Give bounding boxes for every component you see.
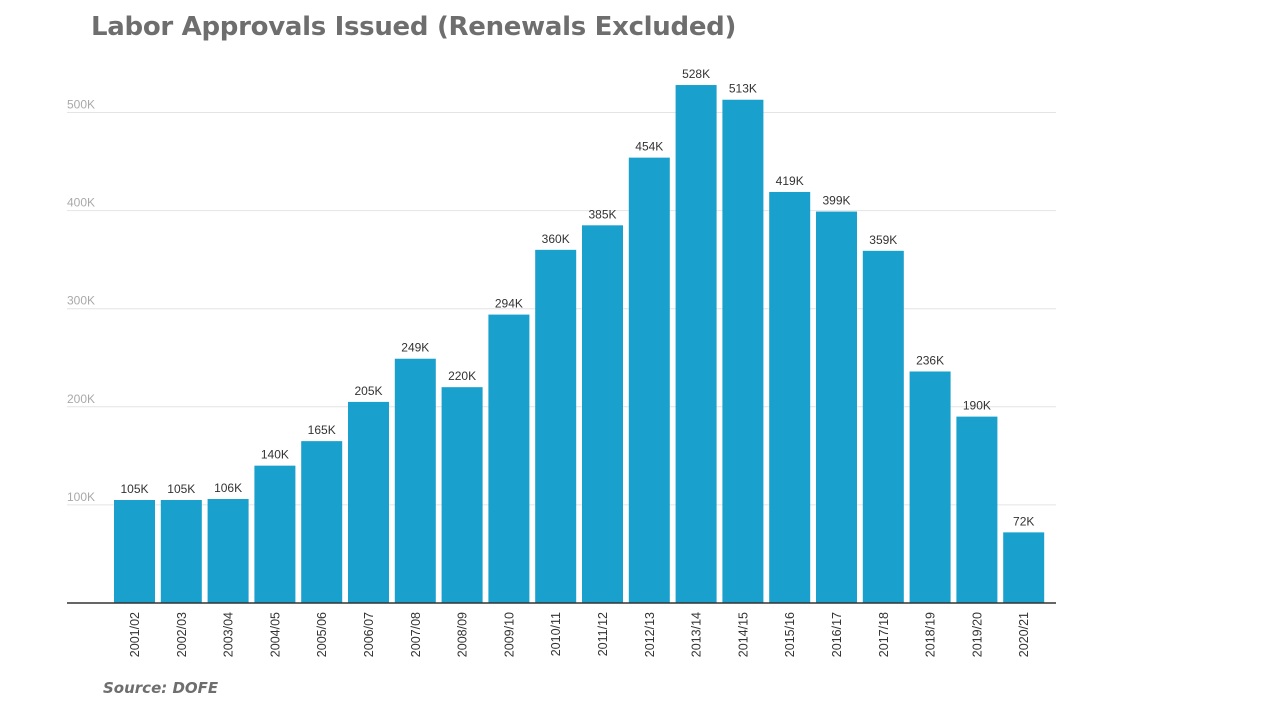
data-label: 528K	[682, 67, 710, 81]
x-tick-label: 2018/19	[924, 612, 938, 657]
y-tick-label: 100K	[67, 490, 95, 504]
x-tick-label: 2014/15	[736, 612, 750, 657]
data-label: 249K	[401, 341, 429, 355]
bar	[862, 250, 904, 604]
x-tick-label: 2016/17	[830, 612, 844, 657]
y-tick-label: 500K	[67, 98, 95, 112]
data-label: 140K	[261, 448, 289, 462]
bar	[301, 441, 343, 603]
x-tick-label: 2002/03	[175, 612, 189, 657]
data-label: 360K	[542, 232, 570, 246]
data-label: 294K	[495, 297, 523, 311]
x-tick-label: 2012/13	[643, 612, 657, 657]
data-label: 513K	[729, 82, 757, 96]
data-label: 105K	[120, 482, 148, 496]
data-label: 454K	[635, 140, 663, 154]
x-tick-label: 2019/20	[970, 612, 984, 657]
x-tick-label: 2010/11	[549, 612, 563, 656]
x-tick-label: 2003/04	[222, 612, 236, 657]
data-labels: 105K 105K 106K 140K 165K 205K 249K 220K 294K 360K…	[120, 67, 1034, 528]
bar	[441, 387, 483, 603]
bar	[394, 358, 436, 603]
data-label: 236K	[916, 353, 944, 367]
bar	[348, 401, 389, 603]
x-tick-label: 2005/06	[315, 612, 329, 657]
bar	[114, 499, 155, 603]
x-tick-label: 2020/21	[1017, 612, 1031, 657]
x-tick-label: 2004/05	[268, 612, 282, 657]
source-note: Source: DOFE	[103, 679, 219, 697]
x-tick-label: 2017/18	[877, 612, 891, 657]
data-label: 419K	[776, 174, 804, 188]
data-label: 72K	[1013, 514, 1034, 528]
bar	[488, 314, 530, 603]
bar	[816, 211, 857, 603]
x-tick-label: 2001/02	[128, 612, 142, 657]
bars	[114, 85, 1045, 604]
data-label: 190K	[963, 399, 991, 413]
bar	[582, 225, 623, 603]
x-tick-label: 2007/08	[409, 612, 423, 657]
data-label: 385K	[588, 207, 616, 221]
data-label: 220K	[448, 369, 476, 383]
y-tick-label: 400K	[67, 196, 95, 210]
bar	[254, 465, 296, 603]
bar	[909, 371, 951, 603]
x-tick-label: 2009/10	[502, 612, 516, 657]
data-label: 399K	[822, 194, 850, 208]
bar	[722, 99, 764, 603]
bar	[769, 191, 811, 603]
data-label: 165K	[308, 423, 336, 437]
bar	[160, 499, 202, 603]
y-tick-label: 200K	[67, 392, 95, 406]
y-axis-ticks: 100K 200K 300K 400K 500K	[67, 98, 95, 504]
x-axis-ticks: 2001/02 2002/03 2003/04 2004/05 2005/06 2006/…	[128, 612, 1031, 657]
x-tick-label: 2015/16	[783, 612, 797, 657]
x-tick-label: 2006/07	[362, 612, 376, 657]
x-tick-label: 2008/09	[456, 612, 470, 657]
bar	[675, 85, 717, 604]
x-tick-label: 2011/12	[596, 612, 610, 656]
x-tick-label: 2013/14	[690, 612, 704, 657]
y-tick-label: 300K	[67, 294, 95, 308]
bar	[535, 249, 577, 603]
bar	[628, 157, 670, 603]
data-label: 205K	[354, 384, 382, 398]
bar	[956, 416, 998, 603]
bar	[1003, 532, 1045, 603]
chart-title: Labor Approvals Issued (Renewals Exclude…	[91, 12, 737, 42]
bar	[207, 499, 249, 603]
data-label: 105K	[167, 482, 195, 496]
data-label: 359K	[869, 233, 897, 247]
data-label: 106K	[214, 481, 242, 495]
